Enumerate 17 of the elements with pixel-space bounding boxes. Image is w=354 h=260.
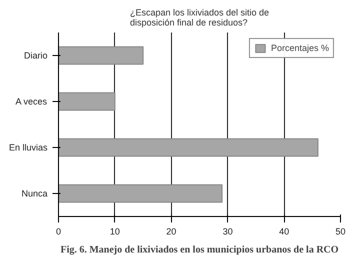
x-tick-label: 20	[166, 226, 176, 236]
legend-label: Porcentajes %	[270, 43, 329, 53]
y-tick-label: A veces	[15, 96, 48, 106]
x-tick-label: 40	[279, 226, 290, 236]
x-tick-label: 30	[222, 226, 233, 236]
bar	[58, 184, 223, 203]
chart-title: ¿Escapan los lixiviados del sitio de disposición final de residuos?	[130, 8, 270, 28]
bar	[58, 46, 144, 65]
bar	[58, 138, 318, 157]
x-tick-label: 50	[335, 226, 346, 236]
caption: Fig. 6. Manejo de lixiviados en los municipios urbanos de la RCO	[60, 244, 339, 256]
x-tick-label: 10	[110, 226, 120, 236]
x-tick-label: 0	[56, 226, 62, 236]
y-tick-label: En lluvias	[8, 142, 48, 152]
y-tick-label: Nunca	[21, 188, 48, 198]
y-tick-label: Diario	[24, 50, 48, 60]
bar	[58, 92, 116, 111]
